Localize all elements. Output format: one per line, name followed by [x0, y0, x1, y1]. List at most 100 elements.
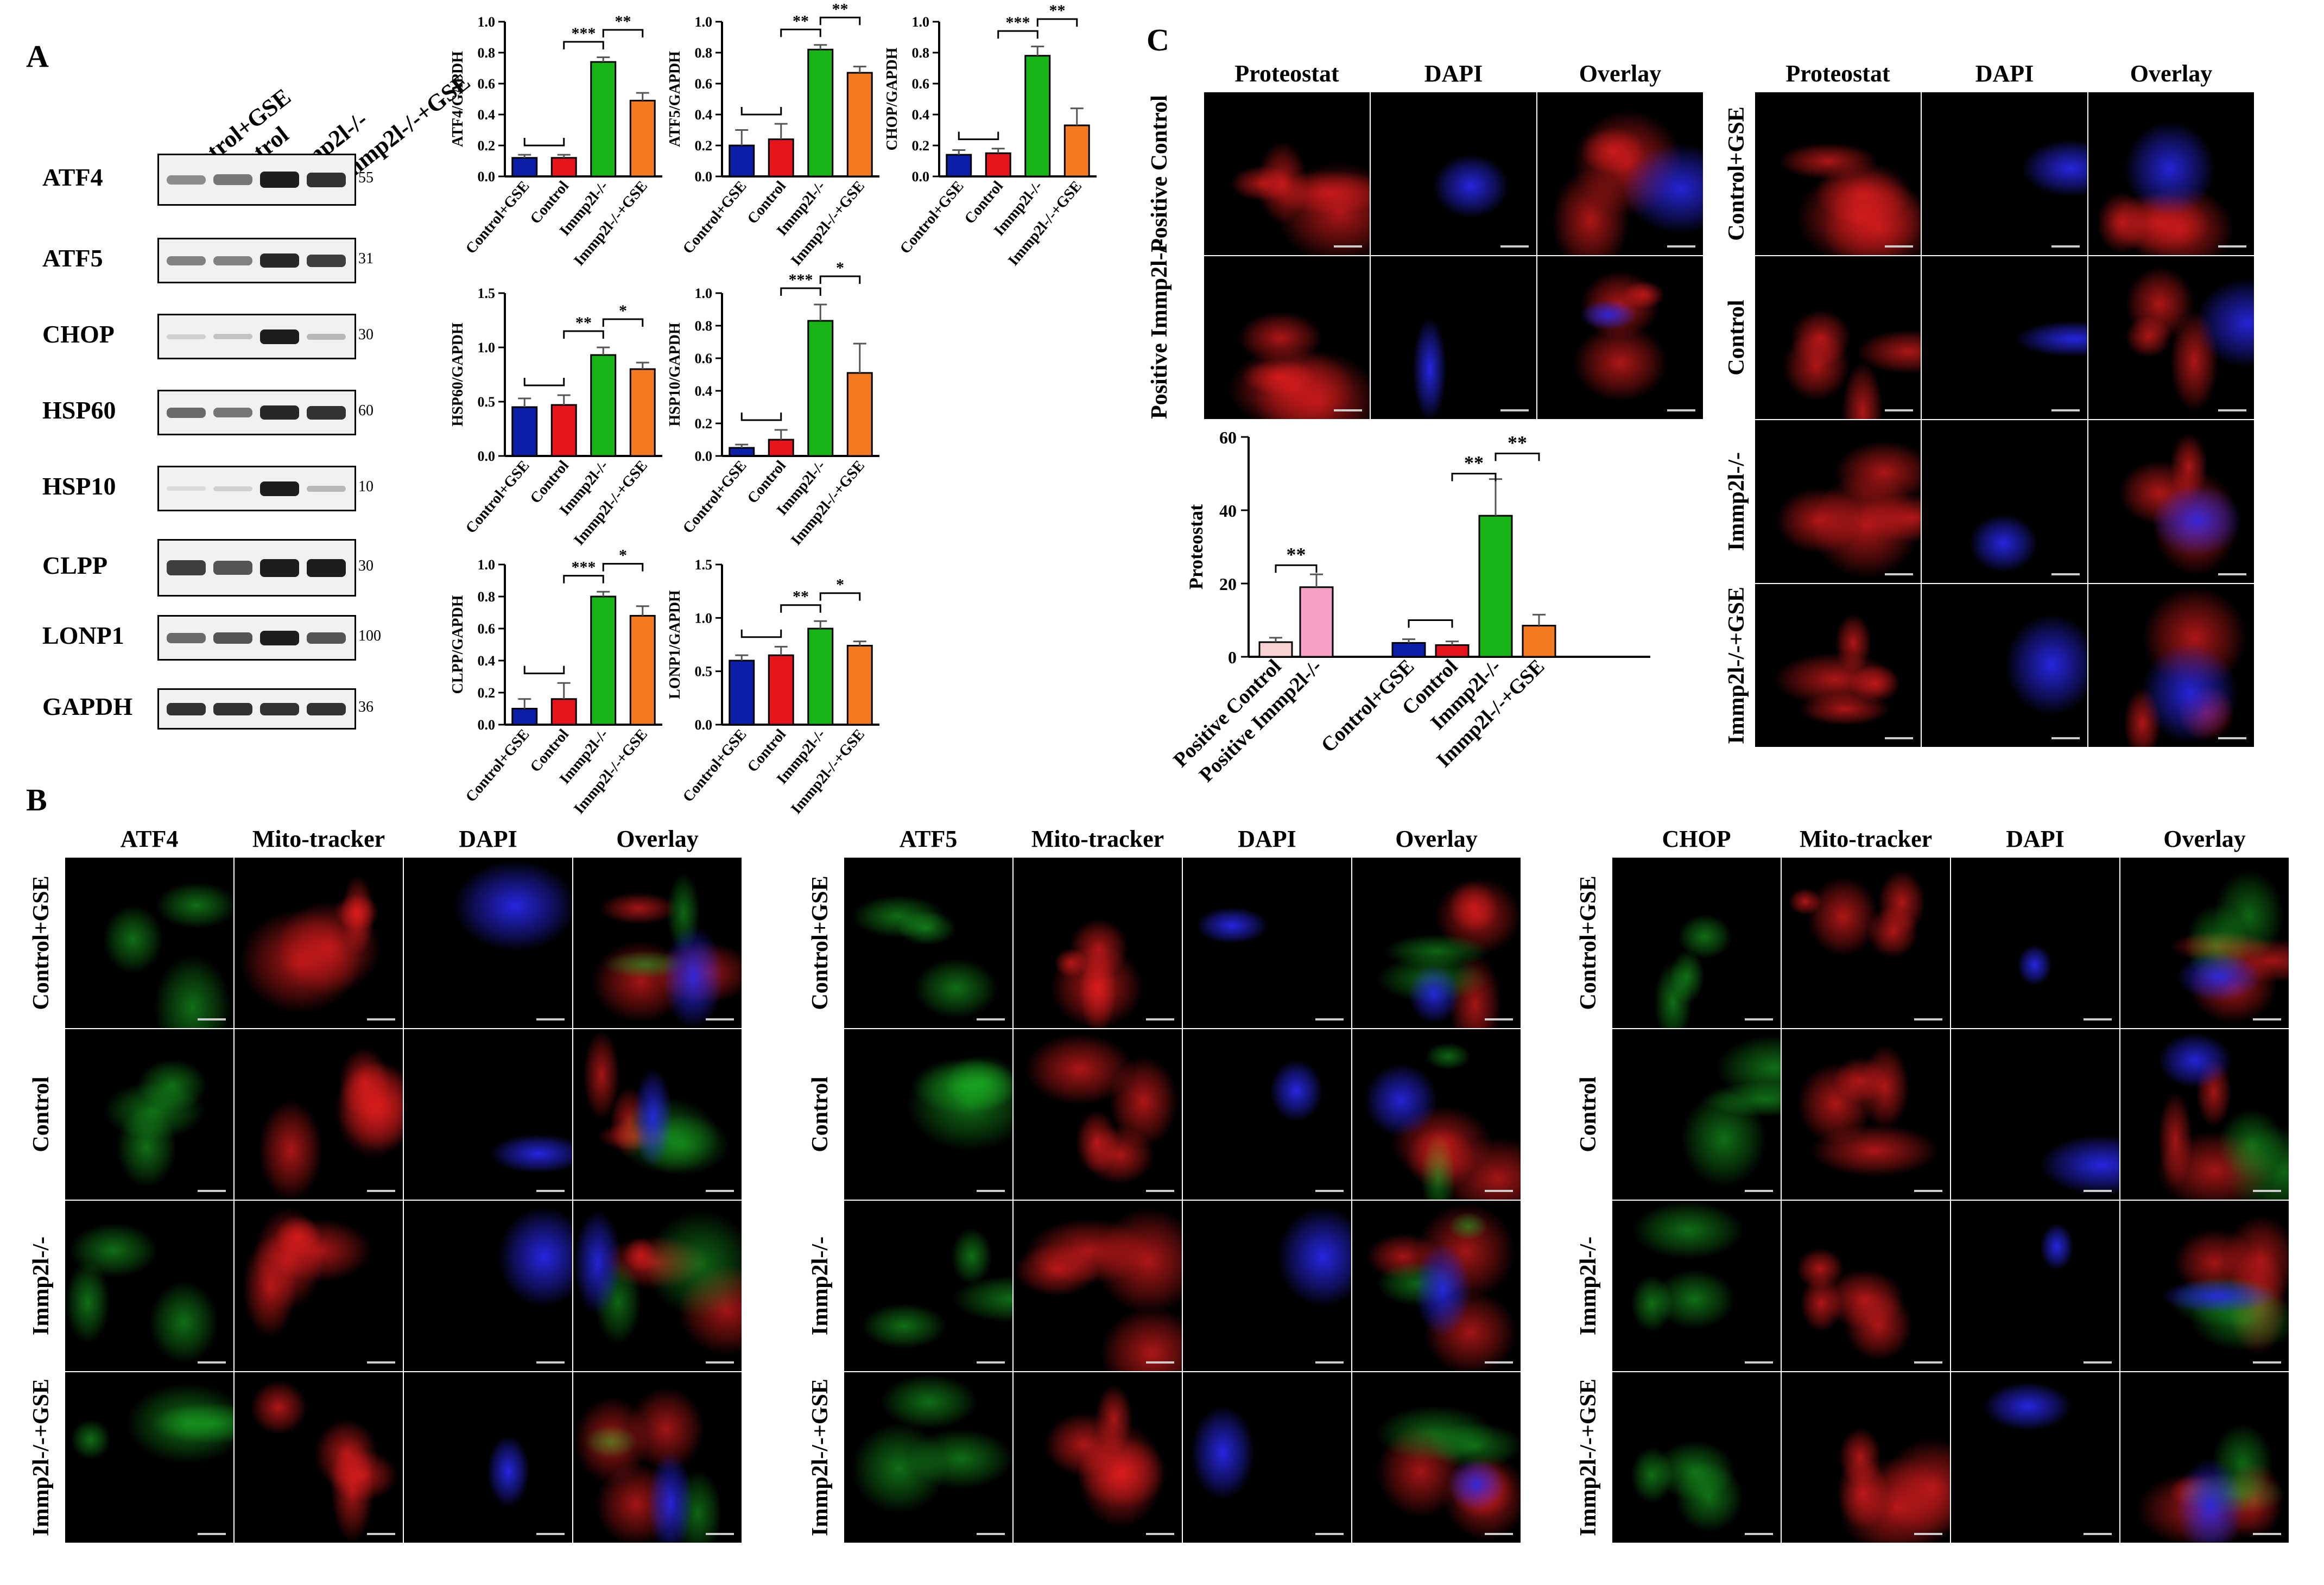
- row-label: Immp2l-/-: [807, 1201, 833, 1371]
- micrograph-tile: [1612, 1201, 1781, 1371]
- wb-band-lane: [167, 334, 206, 339]
- y-axis-label: LONP1/GAPDH: [667, 590, 683, 699]
- x-tick-label: Immp2l-/-+GSE: [571, 458, 651, 549]
- bracket-3: [1496, 453, 1539, 461]
- signal-green: [880, 1374, 978, 1430]
- signal-red: [1844, 1290, 1913, 1361]
- signal-green: [1677, 914, 1732, 959]
- signal-blue: [2160, 1279, 2277, 1314]
- scale-bar: [536, 1018, 565, 1020]
- micrograph-tile: [1755, 584, 1921, 747]
- header-overlay: Overlay: [573, 825, 742, 853]
- bracket-2: [820, 17, 860, 25]
- micrograph-tile: [404, 1029, 572, 1200]
- signal-green: [154, 954, 231, 1028]
- y-axis-label: CHOP/GAPDH: [884, 47, 901, 150]
- micrograph-tile: [1951, 858, 2119, 1028]
- significance-1: ***: [1006, 14, 1030, 31]
- scale-bar: [198, 1190, 226, 1192]
- y-tick-label: 0.0: [695, 717, 713, 733]
- y-tick-label: 0.6: [478, 76, 496, 92]
- micrograph-tile: [1352, 1201, 1521, 1371]
- signal-green: [65, 1260, 110, 1344]
- x-tick-label: Control+GSE: [463, 178, 533, 257]
- bar: [1300, 587, 1333, 657]
- y-tick-label: 1.0: [478, 557, 496, 573]
- micrograph-tile: [1782, 858, 1950, 1028]
- scale-bar: [367, 1533, 395, 1535]
- signal-green: [125, 1383, 233, 1464]
- signal-red: [258, 1100, 323, 1200]
- wb-band-lane: [260, 631, 299, 645]
- signal-blue: [2015, 321, 2087, 357]
- micrograph-tile: [65, 858, 233, 1028]
- scale-bar: [1315, 1190, 1344, 1192]
- signal-blue: [1364, 1063, 1438, 1137]
- signal-red: [1076, 1436, 1168, 1508]
- signal-red: [1776, 487, 1862, 554]
- row-label: Control: [1575, 1029, 1601, 1200]
- wb-band-lane: [167, 408, 206, 418]
- scale-bar: [1334, 245, 1362, 248]
- signal-red: [250, 1380, 307, 1435]
- signal-red: [2158, 1091, 2193, 1188]
- scale-bar: [2253, 1018, 2281, 1020]
- micrograph-tile: [1352, 1029, 1521, 1200]
- x-tick-label: Immp2l-/-+GSE: [571, 178, 651, 269]
- scale-bar: [1885, 409, 1913, 411]
- significance-1: ***: [572, 559, 596, 576]
- signal-red: [1790, 309, 1851, 367]
- signal-green: [851, 1423, 947, 1514]
- y-tick-label: 0.0: [478, 717, 496, 733]
- scale-bar: [2051, 573, 2080, 575]
- bracket-ns: [742, 630, 781, 637]
- header-chop: CHOP: [1612, 825, 1781, 853]
- scale-bar: [1914, 1361, 1942, 1364]
- scale-bar: [706, 1361, 734, 1364]
- proteostat-group-grid: [1755, 92, 2254, 747]
- y-axis-label: ATF5/GAPDH: [667, 51, 683, 147]
- signal-green: [951, 1228, 992, 1285]
- signal-green: [1631, 1447, 1673, 1503]
- scale-bar: [1885, 573, 1913, 575]
- x-tick-label: Immp2l-/-+GSE: [788, 178, 868, 269]
- y-tick-label: 0.4: [478, 107, 496, 123]
- row-label: Immp2l-/-+GSE: [1575, 1372, 1601, 1543]
- bar: [730, 661, 754, 725]
- micrograph-tile: [1204, 256, 1370, 419]
- wb-band-lane: [167, 560, 206, 575]
- wb-band-lane: [167, 633, 206, 643]
- signal-blue: [2005, 614, 2087, 715]
- scale-bar: [198, 1361, 226, 1364]
- wb-label-clpp: CLPP: [42, 551, 107, 580]
- wb-mw-atf5: 31: [358, 250, 373, 268]
- bracket-1: [998, 31, 1038, 39]
- signal-blue: [1413, 316, 1447, 419]
- x-tick-label: Control+GSE: [680, 178, 750, 257]
- micrograph-tile: [2088, 420, 2254, 583]
- y-tick-label: 1.0: [478, 14, 496, 30]
- scale-bar: [1146, 1190, 1174, 1192]
- scale-bar: [1146, 1361, 1174, 1364]
- signal-red: [1109, 1056, 1177, 1147]
- signal-red: [341, 874, 375, 956]
- row-label: Control+GSE: [1575, 858, 1601, 1028]
- significance-1: ***: [572, 24, 596, 42]
- wb-band-lane: [260, 559, 299, 577]
- bar: [847, 645, 872, 725]
- scale-bar: [367, 1018, 395, 1020]
- scale-bar: [2253, 1361, 2281, 1364]
- row-label-positive: Positive Immp2l-/-: [1147, 256, 1173, 419]
- y-tick-label: 0.6: [695, 76, 713, 92]
- row-label-group: Immp2l-/-+GSE: [1724, 584, 1750, 747]
- y-tick-label: 0.5: [695, 664, 713, 680]
- micrograph-tile: [1014, 1201, 1182, 1371]
- signal-blue: [1191, 1405, 1255, 1501]
- bracket-1: [564, 576, 604, 584]
- bar: [1436, 645, 1468, 657]
- micrograph-tile: [2120, 1201, 2289, 1371]
- bar: [1392, 643, 1425, 657]
- signal-blue: [1983, 1382, 2072, 1431]
- scale-bar: [1485, 1361, 1513, 1364]
- row-label: Control: [807, 1029, 833, 1200]
